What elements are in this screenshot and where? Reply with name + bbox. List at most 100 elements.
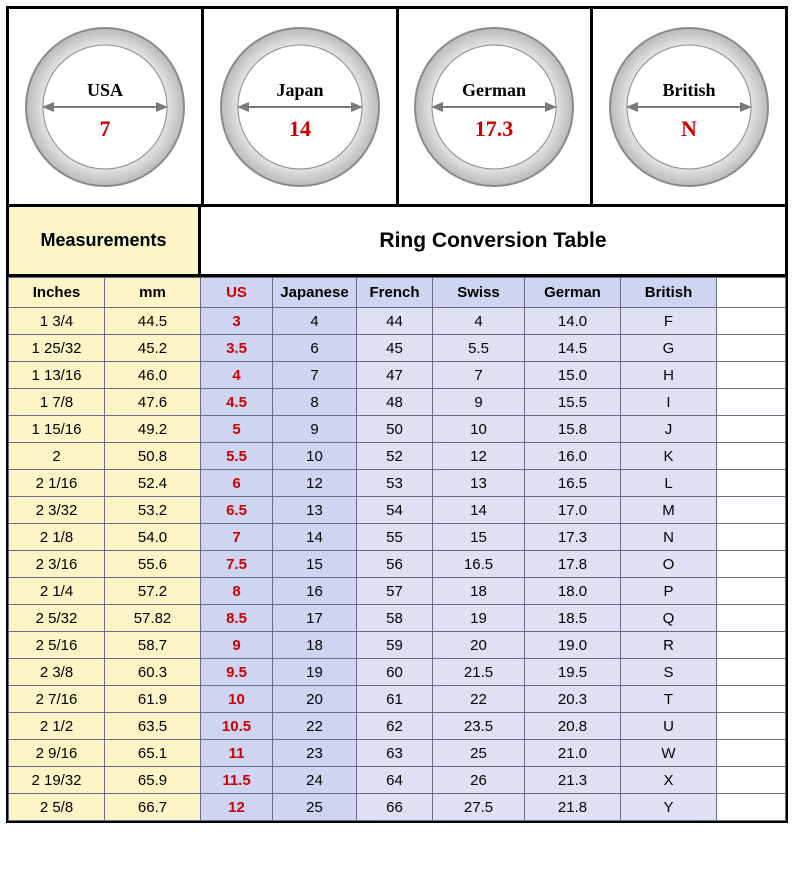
cell-mm: 53.2 — [105, 497, 201, 524]
table-row: 1 13/1646.04747715.0H — [9, 362, 786, 389]
cell-german: 16.5 — [525, 470, 621, 497]
cell-french: 58 — [357, 605, 433, 632]
cell-german: 14.0 — [525, 308, 621, 335]
ring-header: USA 7 Japan 14 German 17.3 — [6, 6, 788, 207]
cell-french: 61 — [357, 686, 433, 713]
svg-text:British: British — [663, 80, 716, 100]
cell-german: 19.5 — [525, 659, 621, 686]
cell-mm: 63.5 — [105, 713, 201, 740]
cell-mm: 55.6 — [105, 551, 201, 578]
cell-japanese: 15 — [273, 551, 357, 578]
cell-us: 9 — [201, 632, 273, 659]
cell-gap — [717, 416, 786, 443]
cell-mm: 58.7 — [105, 632, 201, 659]
cell-japanese: 17 — [273, 605, 357, 632]
table-row: 2 5/1658.7918592019.0R — [9, 632, 786, 659]
cell-swiss: 20 — [433, 632, 525, 659]
cell-british: M — [621, 497, 717, 524]
cell-inches: 2 5/8 — [9, 794, 105, 821]
cell-us: 5 — [201, 416, 273, 443]
cell-gap — [717, 659, 786, 686]
cell-mm: 66.7 — [105, 794, 201, 821]
cell-gap — [717, 551, 786, 578]
measurements-heading: Measurements — [9, 207, 201, 274]
cell-british: U — [621, 713, 717, 740]
cell-mm: 60.3 — [105, 659, 201, 686]
cell-british: P — [621, 578, 717, 605]
cell-inches: 2 3/8 — [9, 659, 105, 686]
cell-french: 63 — [357, 740, 433, 767]
cell-british: O — [621, 551, 717, 578]
cell-swiss: 21.5 — [433, 659, 525, 686]
cell-inches: 2 1/8 — [9, 524, 105, 551]
cell-japanese: 19 — [273, 659, 357, 686]
svg-text:14: 14 — [289, 116, 311, 141]
col-header-gap — [717, 278, 786, 308]
conversion-table: InchesmmUSJapaneseFrenchSwissGermanBriti… — [8, 277, 786, 821]
cell-french: 54 — [357, 497, 433, 524]
cell-gap — [717, 605, 786, 632]
cell-mm: 65.9 — [105, 767, 201, 794]
cell-swiss: 27.5 — [433, 794, 525, 821]
ring-cell-german: German 17.3 — [399, 9, 594, 207]
cell-us: 10.5 — [201, 713, 273, 740]
cell-gap — [717, 794, 786, 821]
table-header-row: InchesmmUSJapaneseFrenchSwissGermanBriti… — [9, 278, 786, 308]
cell-inches: 2 5/16 — [9, 632, 105, 659]
cell-us: 7.5 — [201, 551, 273, 578]
table-row: 2 3/3253.26.513541417.0M — [9, 497, 786, 524]
cell-gap — [717, 389, 786, 416]
cell-mm: 47.6 — [105, 389, 201, 416]
ring-icon: British N — [604, 22, 774, 192]
cell-french: 56 — [357, 551, 433, 578]
cell-japanese: 25 — [273, 794, 357, 821]
cell-german: 17.3 — [525, 524, 621, 551]
cell-japanese: 12 — [273, 470, 357, 497]
ring-icon: German 17.3 — [409, 22, 579, 192]
cell-us: 6.5 — [201, 497, 273, 524]
ring-icon: Japan 14 — [215, 22, 385, 192]
cell-inches: 2 3/32 — [9, 497, 105, 524]
cell-mm: 50.8 — [105, 443, 201, 470]
cell-japanese: 4 — [273, 308, 357, 335]
cell-german: 14.5 — [525, 335, 621, 362]
cell-japanese: 9 — [273, 416, 357, 443]
cell-german: 15.8 — [525, 416, 621, 443]
col-header-japanese: Japanese — [273, 278, 357, 308]
cell-mm: 57.2 — [105, 578, 201, 605]
cell-japanese: 13 — [273, 497, 357, 524]
cell-german: 21.0 — [525, 740, 621, 767]
cell-french: 62 — [357, 713, 433, 740]
cell-swiss: 22 — [433, 686, 525, 713]
cell-japanese: 23 — [273, 740, 357, 767]
table-row: 2 5/3257.828.517581918.5Q — [9, 605, 786, 632]
cell-swiss: 10 — [433, 416, 525, 443]
cell-british: F — [621, 308, 717, 335]
cell-mm: 46.0 — [105, 362, 201, 389]
cell-german: 15.0 — [525, 362, 621, 389]
cell-german: 20.3 — [525, 686, 621, 713]
cell-mm: 54.0 — [105, 524, 201, 551]
cell-french: 55 — [357, 524, 433, 551]
cell-british: L — [621, 470, 717, 497]
cell-gap — [717, 686, 786, 713]
cell-swiss: 7 — [433, 362, 525, 389]
cell-german: 17.8 — [525, 551, 621, 578]
table-row: 2 7/1661.91020612220.3T — [9, 686, 786, 713]
cell-mm: 57.82 — [105, 605, 201, 632]
cell-british: G — [621, 335, 717, 362]
cell-inches: 2 9/16 — [9, 740, 105, 767]
table-row: 2 1/854.0714551517.3N — [9, 524, 786, 551]
svg-text:USA: USA — [87, 80, 123, 100]
cell-british: X — [621, 767, 717, 794]
cell-inches: 1 13/16 — [9, 362, 105, 389]
cell-inches: 2 — [9, 443, 105, 470]
col-header-swiss: Swiss — [433, 278, 525, 308]
cell-french: 47 — [357, 362, 433, 389]
cell-inches: 1 15/16 — [9, 416, 105, 443]
cell-japanese: 10 — [273, 443, 357, 470]
cell-british: S — [621, 659, 717, 686]
svg-text:N: N — [681, 116, 697, 141]
table-heading: Ring Conversion Table — [201, 207, 785, 274]
cell-swiss: 13 — [433, 470, 525, 497]
